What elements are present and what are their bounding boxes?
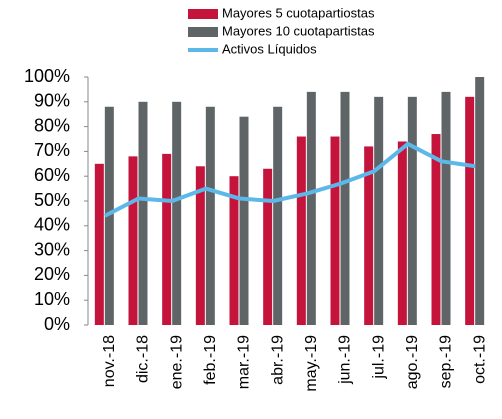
x-tick-label: feb.-19	[202, 335, 219, 385]
bar	[340, 91, 350, 325]
y-tick-label: 100%	[24, 66, 70, 86]
y-tick-label: 20%	[34, 264, 70, 284]
x-tick-label: dic.-18	[135, 335, 152, 383]
bar	[431, 134, 441, 325]
bar	[273, 106, 283, 325]
x-tick-label: sep.-19	[438, 335, 455, 388]
y-tick-label: 90%	[34, 91, 70, 111]
bar	[162, 153, 172, 325]
bar	[296, 136, 306, 325]
bar	[475, 77, 485, 325]
bar	[306, 91, 316, 325]
bar	[364, 146, 374, 325]
x-tick-label: ago.-19	[404, 335, 421, 389]
y-tick-label: 60%	[34, 165, 70, 185]
y-tick-label: 0%	[44, 314, 70, 334]
x-tick-label: may.-19	[303, 335, 320, 392]
bar	[195, 166, 205, 325]
x-tick-label: nov.-18	[101, 335, 118, 387]
x-tick-label: mar.-19	[236, 335, 253, 389]
bar	[138, 101, 148, 325]
bar	[94, 163, 104, 325]
y-tick-label: 80%	[34, 115, 70, 135]
y-tick-label: 40%	[34, 215, 70, 235]
y-tick-label: 30%	[34, 239, 70, 259]
bar	[374, 96, 384, 325]
legend-swatch	[188, 27, 218, 37]
bar	[330, 136, 340, 325]
x-tick-label: oct.-19	[471, 335, 488, 384]
bar	[239, 116, 249, 326]
bar	[104, 106, 114, 325]
bar	[441, 91, 451, 325]
y-tick-label: 70%	[34, 140, 70, 160]
legend-label: Mayores 5 cuotapartiostas	[222, 5, 375, 20]
bar	[229, 176, 239, 325]
line	[103, 141, 476, 218]
bar	[465, 96, 475, 325]
x-tick-label: jun.-19	[337, 335, 354, 385]
x-tick-label: abr.-19	[269, 335, 286, 385]
bar	[205, 106, 215, 325]
y-tick-label: 50%	[34, 190, 70, 210]
bar	[128, 156, 138, 325]
x-tick-label: ene.-19	[168, 335, 185, 389]
y-tick-label: 10%	[34, 289, 70, 309]
x-tick-label: jul.-19	[370, 335, 387, 380]
legend-label: Activos Líquidos	[222, 41, 317, 56]
bar	[172, 101, 182, 325]
legend-label: Mayores 10 cuotapartistas	[222, 23, 375, 38]
bar	[397, 141, 407, 325]
legend-swatch	[188, 9, 218, 19]
bar	[407, 96, 417, 325]
bar	[263, 168, 273, 325]
